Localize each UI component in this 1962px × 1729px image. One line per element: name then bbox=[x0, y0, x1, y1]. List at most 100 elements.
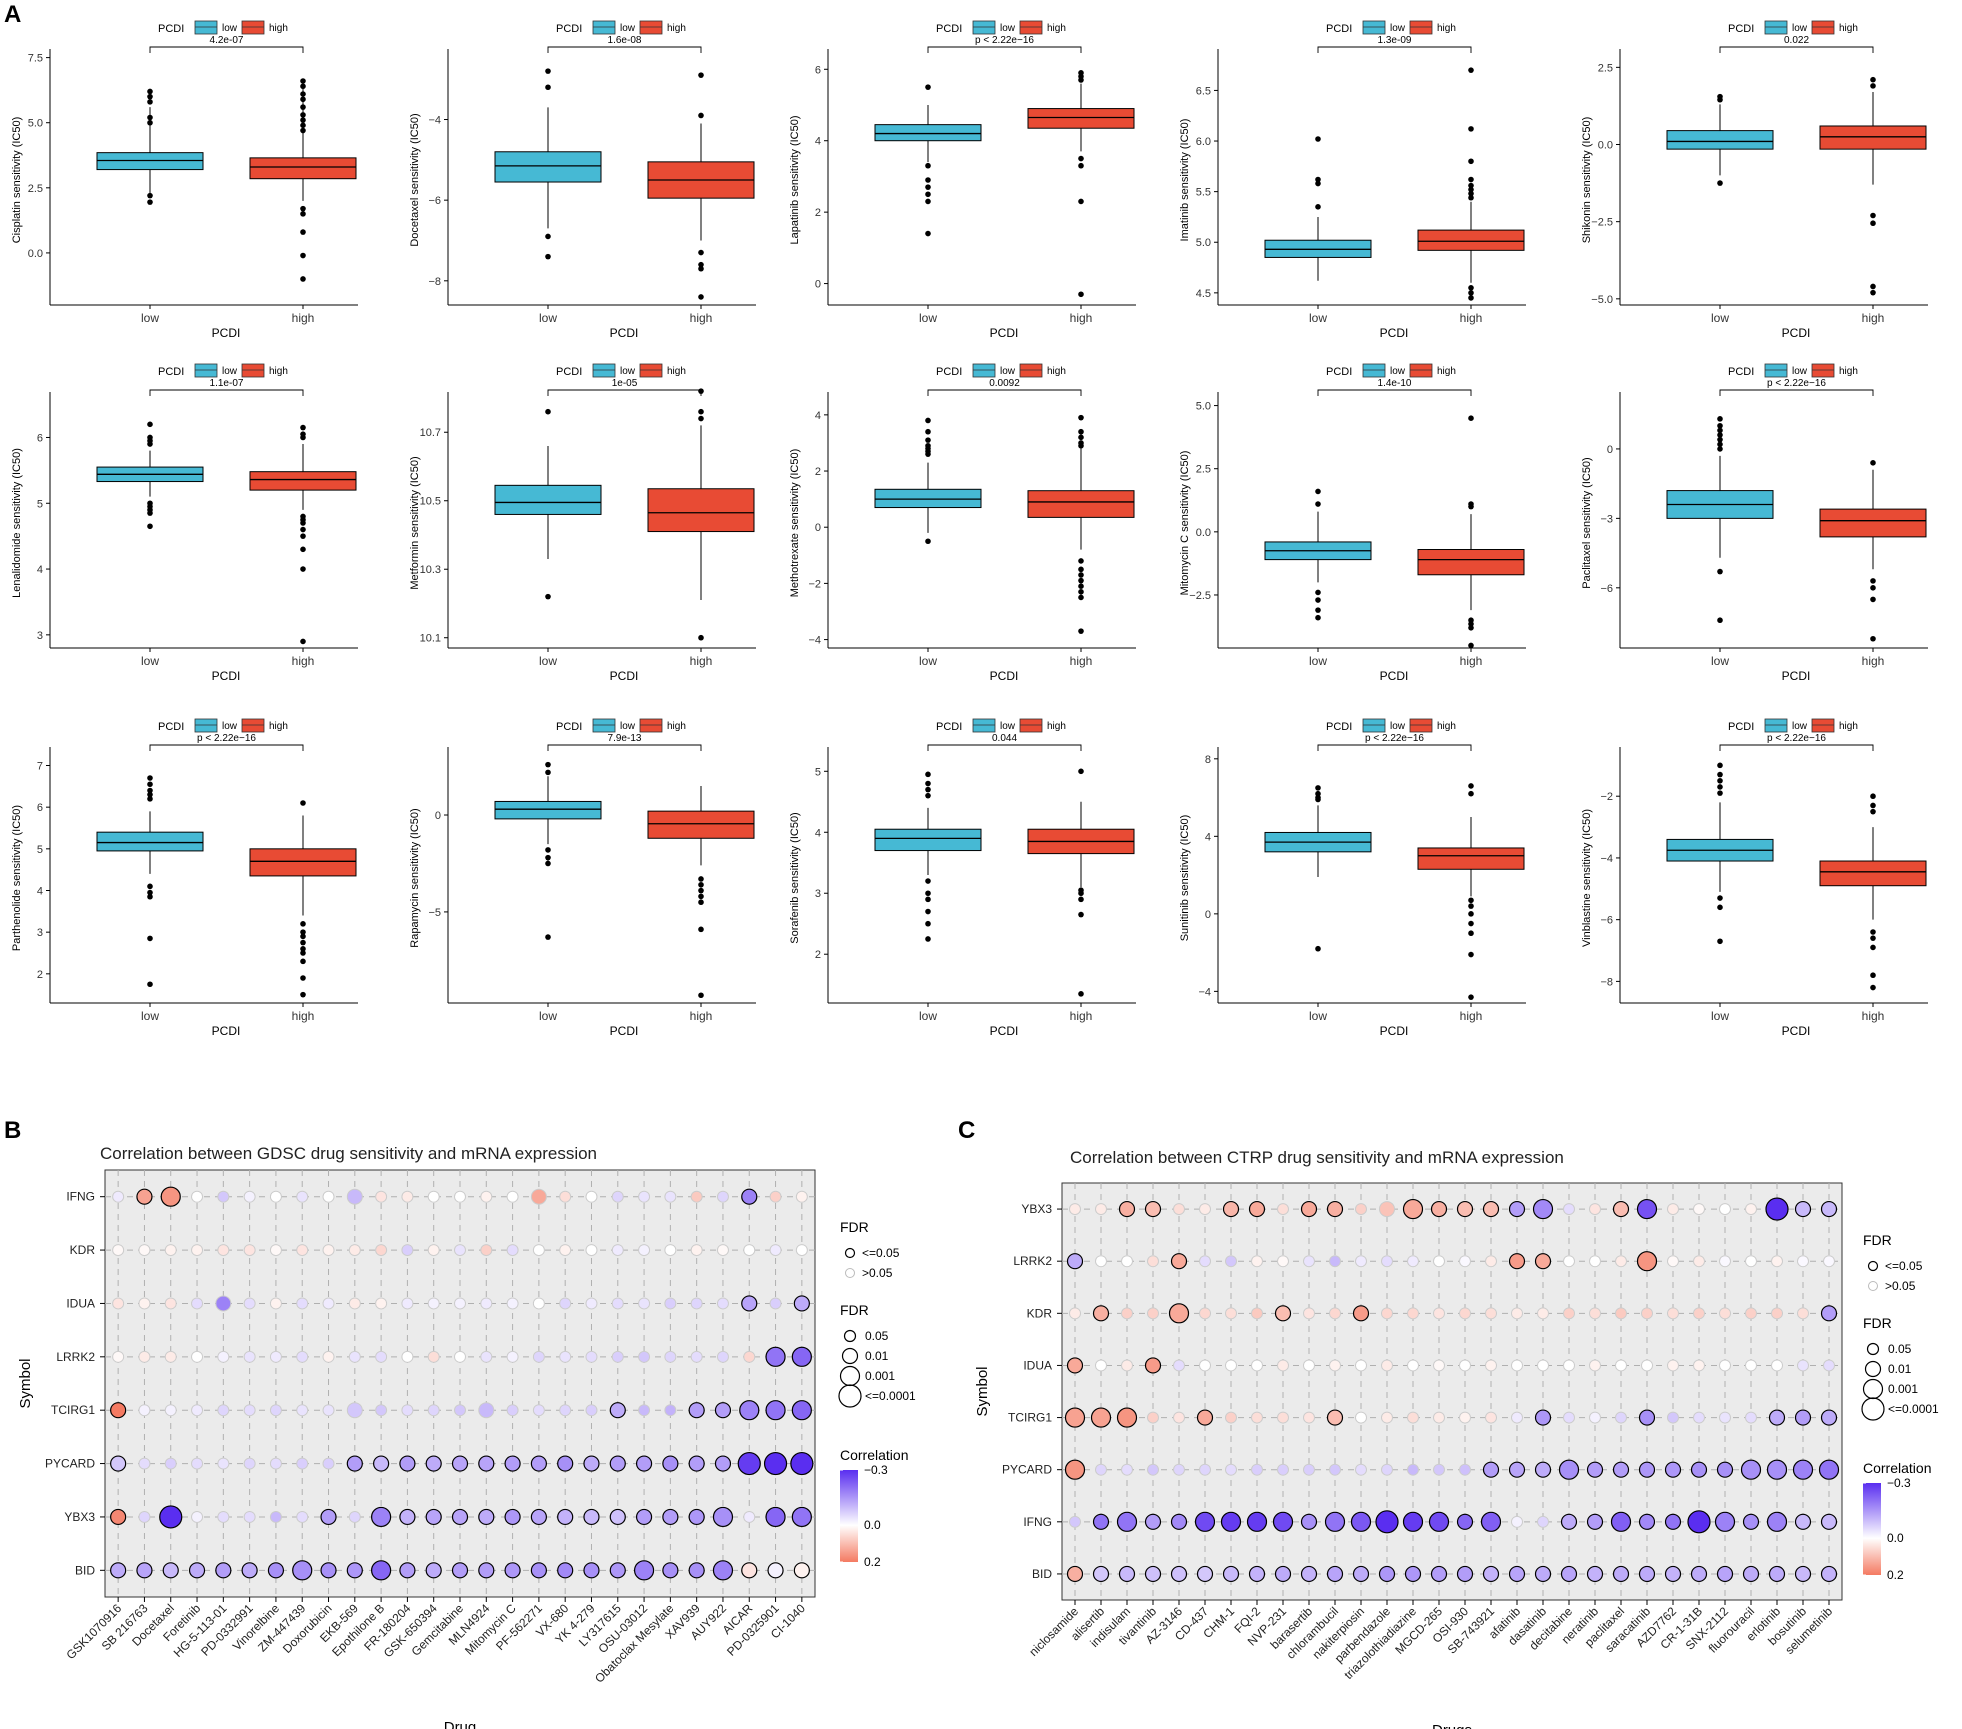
y-axis-label: Methotrexate sensitivity (IC50) bbox=[789, 449, 801, 598]
x-tick-label-high: high bbox=[1460, 654, 1483, 668]
box-high bbox=[1027, 108, 1135, 129]
outlier-high bbox=[1078, 594, 1084, 601]
outlier-low bbox=[1717, 790, 1723, 796]
dot-pycard-nvp-231 bbox=[1277, 1463, 1289, 1476]
size-key-circle bbox=[1861, 1397, 1885, 1421]
dot-idua-saracatinib bbox=[1641, 1359, 1653, 1372]
dot-kdr-sb-216763 bbox=[138, 1244, 151, 1257]
dot-lrrk2-alisertib bbox=[1095, 1255, 1107, 1268]
dot-idua-indisulam bbox=[1121, 1359, 1133, 1372]
outlier-low bbox=[925, 890, 931, 897]
p-value-label: p < 2.22e−16 bbox=[1767, 378, 1826, 389]
y-axis-label: Imatinib sensitivity (IC50) bbox=[1179, 119, 1191, 242]
outlier-high bbox=[1468, 783, 1474, 789]
outlier-high bbox=[698, 887, 704, 894]
dot-idua-aicar bbox=[741, 1295, 758, 1312]
row-label-kdr: KDR bbox=[1027, 1306, 1053, 1320]
dot-pycard-osi-930 bbox=[1459, 1463, 1471, 1476]
box-low bbox=[1666, 130, 1774, 150]
legend-label-high: high bbox=[1839, 23, 1858, 34]
dot-idua-pd-0332991 bbox=[243, 1297, 256, 1310]
x-axis-label: PCDI bbox=[1782, 1024, 1811, 1038]
dot-ifng-gsk-650394 bbox=[427, 1190, 440, 1203]
y-tick-label: 6.5 bbox=[1196, 85, 1211, 97]
outlier-high bbox=[1870, 972, 1876, 979]
legend-swatch-low bbox=[972, 20, 996, 35]
size-key-label: <=0.0001 bbox=[865, 1389, 916, 1403]
dot-bid-selumetinib bbox=[1820, 1565, 1838, 1583]
legend-label-high: high bbox=[667, 366, 686, 377]
dot-pycard-cd-437 bbox=[1199, 1463, 1211, 1476]
significance-bracket bbox=[1719, 744, 1874, 751]
size-key-label: 0.01 bbox=[865, 1349, 889, 1363]
outlier-high bbox=[1078, 428, 1084, 435]
y-tick-label: 8 bbox=[1205, 754, 1211, 766]
outlier-low bbox=[1315, 614, 1321, 621]
outlier-low bbox=[1717, 568, 1723, 575]
dot-bid-sb-743921 bbox=[1482, 1565, 1500, 1583]
outlier-low bbox=[147, 93, 153, 100]
dot-pycard-erlotinib bbox=[1766, 1459, 1788, 1480]
box-high bbox=[1417, 549, 1525, 576]
outlier-high bbox=[1078, 434, 1084, 441]
outlier-high bbox=[1870, 808, 1876, 815]
outlier-high bbox=[698, 893, 704, 900]
panel-label-a: A bbox=[4, 1, 21, 28]
box-high bbox=[249, 471, 357, 491]
legend-swatch-low bbox=[972, 718, 996, 733]
dot-ybx3-chlorambucil bbox=[1326, 1200, 1344, 1218]
row-label-idua: IDUA bbox=[66, 1296, 95, 1310]
box-low bbox=[494, 151, 602, 183]
dot-idua-epothilone-b bbox=[375, 1297, 388, 1310]
x-axis-title: Drugs bbox=[1432, 1722, 1472, 1729]
y-tick-label: 0 bbox=[1205, 909, 1211, 921]
box-high bbox=[647, 488, 755, 533]
dot-kdr-selumetinib bbox=[1820, 1305, 1838, 1322]
dot-kdr-vinorelbine bbox=[269, 1244, 282, 1257]
outlier-low bbox=[147, 981, 153, 988]
boxplot-cisplatin: PCDI low high 0.0 2.5 5.0 7.5 Cisplatin sensiti… bbox=[11, 20, 358, 340]
legend-label-high: high bbox=[1047, 366, 1066, 377]
dot-ybx3-mgcd-265 bbox=[1430, 1200, 1448, 1218]
dot-ybx3-osi-930 bbox=[1456, 1200, 1474, 1218]
dot-bid-neratinib bbox=[1586, 1565, 1604, 1583]
dot-ifng-decitabine bbox=[1560, 1513, 1578, 1530]
x-axis-label: PCDI bbox=[1380, 1024, 1409, 1038]
fdr-size-legend-title: FDR bbox=[1863, 1315, 1892, 1331]
dot-ybx3-pf-562271 bbox=[530, 1508, 547, 1526]
dot-idua-bosutinib bbox=[1797, 1359, 1809, 1372]
legend-swatch-low bbox=[1764, 363, 1788, 378]
legend-swatch-low bbox=[1764, 20, 1788, 35]
dot-ifng-fluorouracil bbox=[1742, 1513, 1760, 1530]
y-tick-label: −5 bbox=[428, 907, 441, 919]
outlier-low bbox=[925, 191, 931, 198]
row-label-idua: IDUA bbox=[1023, 1358, 1052, 1372]
dot-bid-xav939 bbox=[688, 1562, 705, 1579]
y-tick-label: 3 bbox=[815, 888, 821, 900]
y-tick-label: −2.5 bbox=[1591, 217, 1613, 229]
outlier-high bbox=[1870, 935, 1876, 941]
outlier-high bbox=[1468, 624, 1474, 631]
legend-label-high: high bbox=[1437, 366, 1456, 377]
dot-tcirg1-doxorubicin bbox=[322, 1404, 335, 1417]
outlier-high bbox=[300, 127, 306, 134]
dot-tcirg1-bosutinib bbox=[1794, 1409, 1812, 1426]
dot-bid-doxorubicin bbox=[320, 1562, 337, 1579]
outlier-high bbox=[300, 276, 306, 282]
dot-lrrk2-mgcd-265 bbox=[1433, 1255, 1445, 1268]
dot-ifng-dasatinib bbox=[1537, 1515, 1549, 1528]
nonsig-key-circle bbox=[845, 1268, 855, 1278]
colorbar-tick-label: 0.0 bbox=[1887, 1531, 1904, 1545]
y-tick-label: 0 bbox=[435, 810, 441, 822]
dot-bid-saracatinib bbox=[1638, 1565, 1656, 1583]
dot-lrrk2-epothilone-b bbox=[375, 1350, 388, 1363]
dot-ybx3-hg-5-113-01 bbox=[217, 1510, 230, 1523]
dot-ybx3-xav939 bbox=[688, 1508, 705, 1526]
p-value-label: 0.0092 bbox=[989, 378, 1020, 389]
dot-tcirg1-decitabine bbox=[1563, 1411, 1575, 1424]
outlier-low bbox=[925, 162, 931, 169]
dot-bid-auy922 bbox=[712, 1560, 734, 1581]
legend-label-low: low bbox=[222, 721, 238, 732]
sig-key-label: <=0.05 bbox=[862, 1246, 900, 1260]
y-tick-label: 0.0 bbox=[1598, 140, 1613, 152]
